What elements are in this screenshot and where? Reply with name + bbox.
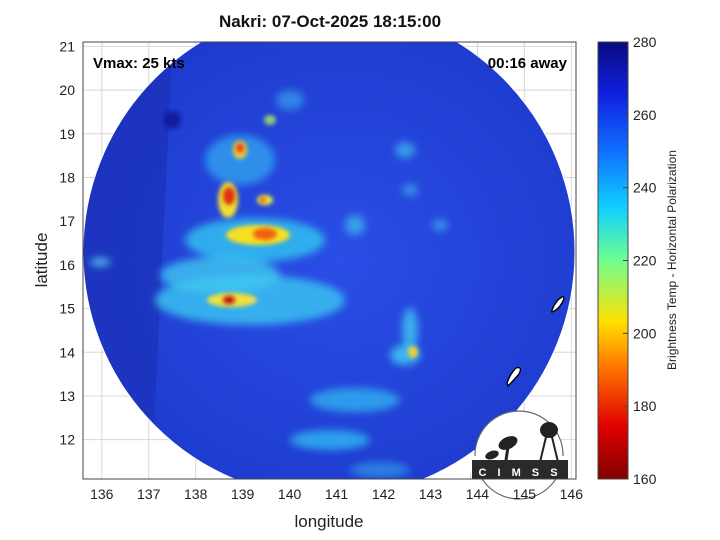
x-tick-136: 136 [90, 486, 114, 502]
x-tick-137: 137 [137, 486, 161, 502]
colorbar-tick-180: 180 [633, 398, 657, 414]
y-tick-13: 13 [59, 388, 75, 404]
x-tick-145: 145 [513, 486, 537, 502]
map-title: Nakri: 07-Oct-2025 18:15:00 [218, 12, 442, 31]
colorbar-ticks: 160 180 200 220 240 260 280 [623, 34, 657, 487]
x-tick-142: 142 [372, 486, 396, 502]
colorbar-tick-200: 200 [633, 325, 657, 341]
y-tick-labels: 12 13 14 15 16 17 18 19 20 21 [59, 38, 75, 447]
x-tick-140: 140 [278, 486, 302, 502]
y-tick-12: 12 [59, 432, 75, 448]
colorbar-tick-220: 220 [633, 253, 657, 269]
y-tick-14: 14 [59, 344, 75, 360]
y-tick-16: 16 [59, 257, 75, 273]
y-tick-21: 21 [59, 38, 75, 54]
y-tick-17: 17 [59, 213, 75, 229]
colorbar-label: Brightness Temp - Horizontal Polarizatio… [665, 150, 679, 370]
y-tick-19: 19 [59, 126, 75, 142]
microwave-swath [83, 42, 576, 479]
y-tick-20: 20 [59, 82, 75, 98]
cimss-logo: C I M S S [470, 410, 569, 500]
colorbar-tick-260: 260 [633, 107, 657, 123]
x-axis-label: longitude [294, 512, 363, 531]
y-tick-15: 15 [59, 301, 75, 317]
x-tick-labels: 136 137 138 139 140 141 142 143 144 145 146 [90, 486, 583, 502]
colorbar-tick-280: 280 [633, 34, 657, 50]
vmax-label: Vmax: 25 kts [93, 55, 185, 72]
x-tick-143: 143 [419, 486, 443, 502]
x-tick-139: 139 [231, 486, 255, 502]
x-tick-138: 138 [184, 486, 208, 502]
x-tick-146: 146 [560, 486, 584, 502]
plot-frame [82, 41, 577, 480]
x-tick-144: 144 [466, 486, 490, 502]
y-axis-label: latitude [32, 233, 51, 288]
away-label: 00:16 away [488, 55, 568, 72]
colorbar-tick-240: 240 [633, 180, 657, 196]
cimss-logo-text: C I M S S [478, 467, 561, 479]
colorbar-tick-160: 160 [633, 471, 657, 487]
x-tick-141: 141 [325, 486, 349, 502]
y-tick-18: 18 [59, 169, 75, 185]
